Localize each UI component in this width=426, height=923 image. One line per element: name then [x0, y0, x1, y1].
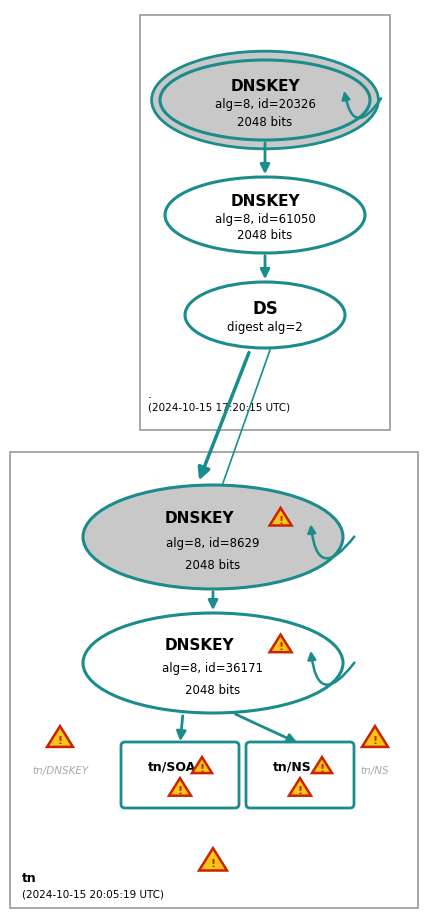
- Text: DS: DS: [251, 300, 277, 318]
- Text: tn/SOA: tn/SOA: [147, 761, 196, 773]
- Text: tn/NS: tn/NS: [360, 766, 389, 776]
- Text: .: .: [148, 388, 152, 401]
- Ellipse shape: [160, 60, 369, 140]
- Polygon shape: [192, 757, 211, 773]
- Ellipse shape: [184, 282, 344, 348]
- Ellipse shape: [83, 613, 342, 713]
- Text: 2048 bits: 2048 bits: [185, 684, 240, 697]
- Text: (2024-10-15 20:05:19 UTC): (2024-10-15 20:05:19 UTC): [22, 890, 164, 900]
- Text: !: !: [210, 859, 215, 869]
- Text: DNSKEY: DNSKEY: [164, 511, 233, 526]
- Text: tn/NS: tn/NS: [272, 761, 311, 773]
- Polygon shape: [361, 726, 387, 747]
- Polygon shape: [288, 778, 310, 796]
- Text: !: !: [58, 736, 63, 746]
- Polygon shape: [47, 726, 73, 747]
- Text: !: !: [277, 642, 282, 653]
- Text: alg=8, id=61050: alg=8, id=61050: [214, 213, 315, 226]
- Text: DNSKEY: DNSKEY: [164, 638, 233, 653]
- Polygon shape: [199, 848, 227, 870]
- Bar: [140, 15, 389, 430]
- Text: tn/DNSKEY: tn/DNSKEY: [32, 766, 88, 776]
- Text: !: !: [177, 785, 182, 796]
- Text: !: !: [277, 516, 282, 525]
- FancyBboxPatch shape: [121, 742, 239, 808]
- Polygon shape: [269, 635, 291, 653]
- Text: 2048 bits: 2048 bits: [185, 559, 240, 572]
- Polygon shape: [169, 778, 190, 796]
- Polygon shape: [269, 508, 291, 525]
- FancyBboxPatch shape: [245, 742, 353, 808]
- Text: !: !: [319, 763, 324, 773]
- Text: !: !: [199, 763, 204, 773]
- Text: DNSKEY: DNSKEY: [230, 194, 299, 210]
- Ellipse shape: [151, 51, 377, 149]
- Text: alg=8, id=8629: alg=8, id=8629: [166, 537, 259, 550]
- Polygon shape: [311, 757, 331, 773]
- Text: digest alg=2: digest alg=2: [227, 321, 302, 334]
- Text: !: !: [371, 736, 377, 746]
- Text: alg=8, id=20326: alg=8, id=20326: [214, 99, 315, 112]
- Ellipse shape: [83, 485, 342, 589]
- Bar: [10, 452, 417, 908]
- Text: tn: tn: [22, 872, 37, 885]
- Text: 2048 bits: 2048 bits: [237, 115, 292, 128]
- Text: 2048 bits: 2048 bits: [237, 230, 292, 243]
- Text: DNSKEY: DNSKEY: [230, 78, 299, 93]
- Text: alg=8, id=36171: alg=8, id=36171: [162, 663, 263, 676]
- Ellipse shape: [164, 177, 364, 253]
- Text: (2024-10-15 17:20:15 UTC): (2024-10-15 17:20:15 UTC): [148, 403, 289, 413]
- Text: !: !: [297, 785, 302, 796]
